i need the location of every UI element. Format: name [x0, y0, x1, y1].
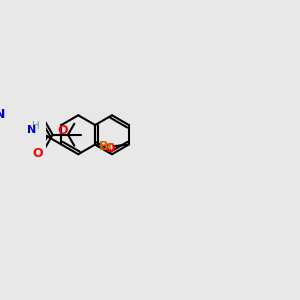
Text: H: H	[32, 121, 39, 131]
Text: O: O	[104, 142, 115, 155]
Text: O: O	[57, 124, 68, 136]
Text: O: O	[32, 147, 43, 160]
Text: N: N	[27, 125, 37, 135]
Text: Br: Br	[99, 140, 115, 153]
Text: N: N	[0, 108, 5, 122]
